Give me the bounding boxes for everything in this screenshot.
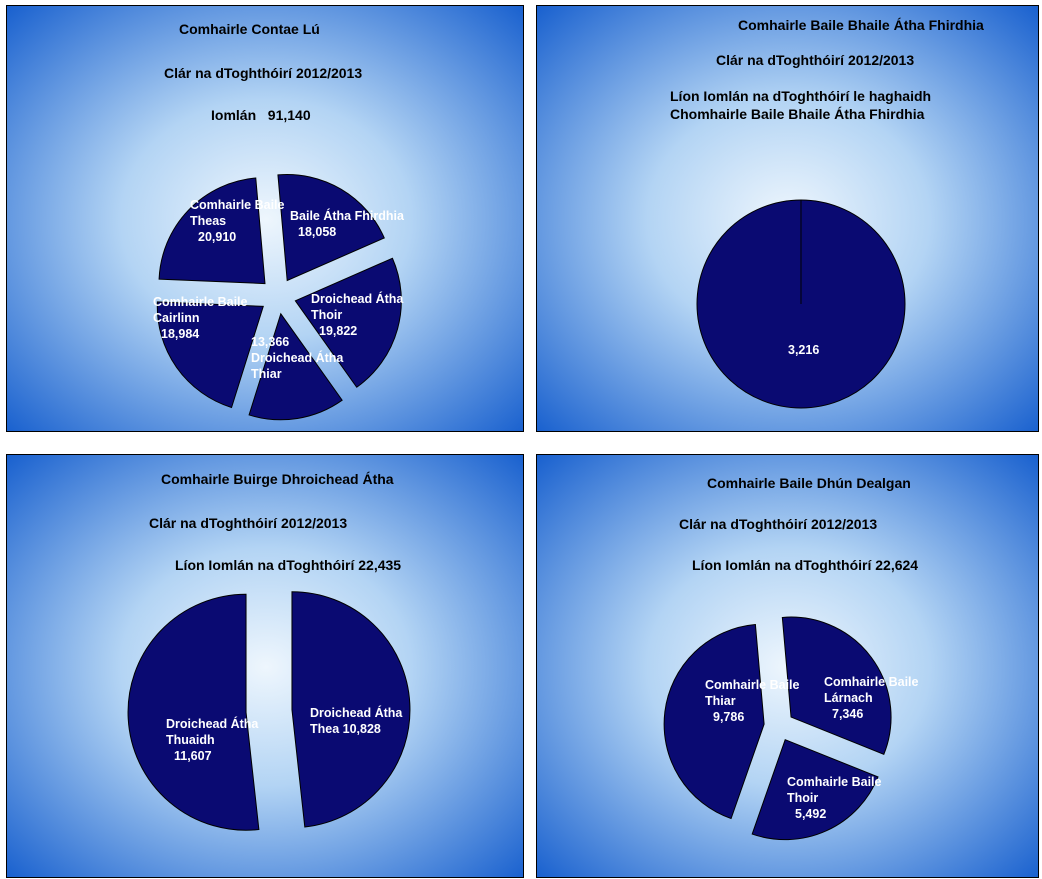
chart-subtitle: Clár na dToghthóirí 2012/2013: [716, 52, 915, 68]
slice-label: Comhairle Baile Theas 20,910: [190, 198, 285, 244]
chart-total: Líon Iomlán na dToghthóirí 22,435: [175, 557, 402, 573]
chart-title: Comhairle Baile Bhaile Átha Fhirdhia: [738, 17, 984, 33]
chart-total: Líon Iomlán na dToghthóirí 22,624: [692, 557, 919, 573]
pie-chart-dundalk: Comhairle Baile Lárnach 7,346 Comhairle Bai…: [537, 455, 1038, 877]
slice-label: 3,216: [788, 343, 819, 357]
pie-slice: [248, 312, 343, 421]
chart-title: Comhairle Baile Dhún Dealgan: [707, 475, 911, 491]
chart-title: Comhairle Contae Lú: [179, 21, 320, 37]
pie-chart-ardee: 3,216: [537, 6, 1038, 431]
pie-slice: [663, 623, 765, 820]
slice-label: Comhairle Baile Thoir 5,492: [787, 775, 882, 821]
slice-label: Comhairle Baile Thiar 9,786: [705, 678, 800, 724]
panel-background: [7, 6, 523, 431]
pie-chart-county: Baile Átha Fhirdhia 18,058 Droichead Átha T…: [7, 6, 523, 431]
chart-total-line-1: Líon Iomlán na dToghthóirí le haghaidh: [670, 88, 932, 104]
panel-drogheda: Droichead Átha Thea 10,828 Droichead Átha T…: [6, 454, 524, 878]
slice-label: Baile Átha Fhirdhia 18,058: [290, 208, 405, 239]
chart-subtitle: Clár na dToghthóirí 2012/2013: [679, 516, 878, 532]
chart-subtitle: Clár na dToghthóirí 2012/2013: [149, 515, 348, 531]
slice-label: Droichead Átha Thoir 19,822: [311, 291, 404, 338]
slice-label: Droichead Átha Thea 10,828: [310, 705, 403, 736]
pie-slice: [127, 593, 260, 831]
chart-title: Comhairle Buirge Dhroichead Átha: [161, 471, 394, 487]
pie-slice: [291, 591, 411, 828]
pie-slice: [781, 616, 892, 756]
slice-label: 13,366 Droichead Átha Thiar: [251, 335, 344, 381]
panel-county-louth: Baile Átha Fhirdhia 18,058 Droichead Átha T…: [6, 5, 524, 432]
chart-subtitle: Clár na dToghthóirí 2012/2013: [164, 65, 363, 81]
chart-total-line-2: Chomhairle Baile Bhaile Átha Fhirdhia: [670, 106, 925, 122]
panel-dundalk: Comhairle Baile Lárnach 7,346 Comhairle Bai…: [536, 454, 1039, 878]
pie-slice: [277, 174, 385, 282]
chart-total: Iomlán 91,140: [211, 107, 311, 123]
slice-label: Comhairle Baile Lárnach 7,346: [824, 675, 919, 721]
pie-chart-drogheda: Droichead Átha Thea 10,828 Droichead Átha T…: [7, 455, 523, 877]
slice-label: Droichead Átha Thuaidh 11,607: [166, 716, 259, 763]
pie-slice: [751, 738, 879, 841]
slice-label: Comhairle Baile Cairlinn 18,984: [153, 295, 248, 341]
panel-ardee: 3,216 Comhairle Baile Bhaile Átha Fhirdh…: [536, 5, 1039, 432]
panel-background: [7, 455, 523, 877]
pie-slice: [158, 177, 266, 285]
pie-slice: [294, 257, 402, 388]
pie-slice: [156, 301, 264, 409]
